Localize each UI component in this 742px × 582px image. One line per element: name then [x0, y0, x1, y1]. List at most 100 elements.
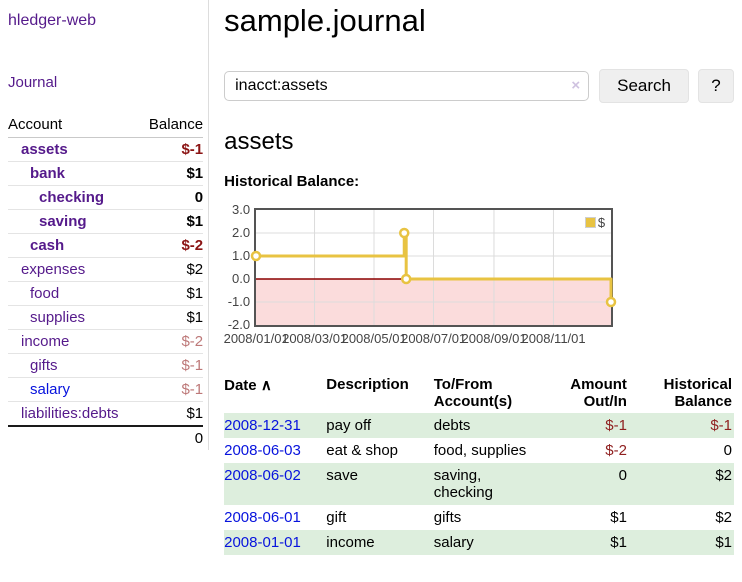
account-link[interactable]: salary [30, 381, 71, 398]
sidebar: hledger-web Journal Account Balance asse… [0, 0, 210, 450]
account-link[interactable]: saving [39, 213, 87, 230]
chart-legend: $ [584, 215, 606, 230]
x-tick-label: 2008/07/01 [401, 331, 467, 346]
x-tick-label: 2008/09/01 [461, 331, 527, 346]
clear-search-icon[interactable]: × [571, 77, 581, 94]
register-row: 2008-01-01 income salary $1 $1 [224, 530, 734, 555]
account-balance: $-2 [138, 329, 204, 354]
main-content: sample.journal × Search ? assets Histori… [209, 0, 742, 575]
y-tick-label: -2.0 [227, 317, 251, 332]
account-row: bank $1 [8, 161, 204, 186]
account-balance: $2 [138, 257, 204, 282]
account-balance: $1 [138, 281, 204, 306]
chart-heading: Historical Balance: [224, 173, 360, 190]
account-row: supplies $1 [8, 305, 204, 330]
accounts-header-account: Account [8, 113, 139, 138]
account-balance: $-1 [138, 377, 204, 402]
help-button[interactable]: ? [698, 69, 734, 103]
search-form: × Search ? [224, 69, 734, 103]
account-balance: 0 [138, 185, 204, 210]
account-link[interactable]: gifts [30, 357, 58, 374]
transaction-date-link[interactable]: 2008-06-03 [224, 442, 301, 459]
accounts-header-balance: Balance [138, 113, 204, 138]
account-link[interactable]: assets [21, 141, 68, 158]
transaction-amount: 0 [618, 467, 627, 484]
account-balance: $1 [138, 401, 204, 426]
account-link[interactable]: food [30, 285, 60, 302]
transaction-date-link[interactable]: 2008-12-31 [224, 417, 301, 434]
account-balance: $1 [138, 161, 204, 186]
register-row: 2008-12-31 pay off debts $-1 $-1 [224, 413, 734, 438]
account-row: saving $1 [8, 209, 204, 234]
register-header-accounts: To/From Account(s) [433, 376, 513, 410]
account-link[interactable]: income [21, 333, 70, 350]
transaction-accounts: salary [433, 534, 474, 551]
account-balance: $-2 [138, 233, 204, 258]
x-tick-label: 2008/03/01 [282, 331, 348, 346]
accounts-total-row: 0 [8, 425, 204, 450]
accounts-total-spacer [8, 425, 139, 450]
account-row: assets $-1 [8, 138, 203, 162]
account-row: income $-2 [8, 329, 204, 354]
register-header-description: Description [326, 376, 409, 393]
transaction-amount: $1 [610, 509, 627, 526]
register-row: 2008-06-02 save saving, checking 0 $2 [224, 463, 734, 505]
sidebar-nav: Journal [8, 74, 203, 91]
account-link[interactable]: liabilities:debts [21, 405, 119, 422]
sort-ascending-icon: ∧ [260, 377, 272, 394]
account-heading: assets [224, 128, 294, 155]
search-button[interactable]: Search [599, 69, 689, 103]
app-title-link[interactable]: hledger-web [8, 12, 97, 29]
register-header-row: Date ∧ Description To/From Account(s) Am… [224, 373, 734, 413]
search-input[interactable] [224, 71, 590, 101]
transaction-balance: $2 [715, 467, 732, 484]
account-balance: $1 [138, 305, 204, 330]
legend-label: $ [597, 215, 606, 230]
transaction-balance: $-1 [710, 417, 732, 434]
register-header-date[interactable]: Date ∧ [224, 377, 272, 394]
account-link[interactable]: expenses [21, 261, 86, 278]
sidebar-item-journal[interactable]: Journal [8, 74, 58, 91]
account-balance: $-1 [181, 141, 204, 158]
account-row: expenses $2 [8, 257, 204, 282]
account-row: gifts $-1 [8, 353, 204, 378]
account-link[interactable]: cash [30, 237, 65, 254]
y-tick-label: 2.0 [232, 225, 251, 240]
y-tick-label: 3.0 [232, 202, 251, 217]
account-row: liabilities:debts $1 [8, 401, 204, 426]
transaction-date-link[interactable]: 2008-06-02 [224, 467, 301, 484]
y-tick-label: 1.0 [232, 248, 251, 263]
accounts-total-value: 0 [138, 425, 204, 450]
x-tick-label: 2008/11/01 [521, 331, 586, 346]
account-link[interactable]: bank [30, 165, 66, 182]
register-header-amount: Amount Out/In [570, 376, 627, 410]
accounts-table: Account Balance assets $-1 bank $1 checking 0… [8, 113, 204, 450]
transaction-accounts: saving, checking [433, 467, 493, 501]
transaction-accounts: gifts [433, 509, 462, 526]
y-tick-label: -1.0 [227, 294, 251, 309]
account-link[interactable]: checking [39, 189, 105, 206]
account-row: checking 0 [8, 185, 204, 210]
account-row: food $1 [8, 281, 204, 306]
transaction-description: pay off [326, 417, 372, 434]
transaction-accounts: food, supplies [433, 442, 527, 459]
account-row: cash $-2 [8, 233, 204, 258]
register-row: 2008-06-01 gift gifts $1 $2 [224, 505, 734, 530]
transaction-date-link[interactable]: 2008-01-01 [224, 534, 301, 551]
account-balance: $1 [138, 209, 204, 234]
transaction-balance: 0 [723, 442, 732, 459]
x-tick-label: 2008/01/01 [223, 331, 289, 346]
transaction-balance: $1 [715, 534, 732, 551]
search-box: × [224, 71, 590, 101]
register-table: Date ∧ Description To/From Account(s) Am… [224, 373, 734, 555]
register-header-balance: Historical Balance [663, 376, 732, 410]
transaction-date-link[interactable]: 2008-06-01 [224, 509, 301, 526]
account-link[interactable]: supplies [30, 309, 86, 326]
register-table-body: 2008-12-31 pay off debts $-1 $-1 2008-06-03 ea… [224, 413, 734, 555]
historical-balance-chart: 3.0 2.0 1.0 0.0 -1.0 -2.0 $ 2008/01/01 2008/03… [223, 202, 624, 354]
transaction-description: income [326, 534, 375, 551]
page-title: sample.journal [224, 3, 426, 38]
transaction-balance: $2 [715, 509, 732, 526]
accounts-table-body: assets $-1 bank $1 checking 0 saving $1 cash $-2 e… [8, 138, 204, 426]
transaction-description: eat & shop [326, 442, 399, 459]
